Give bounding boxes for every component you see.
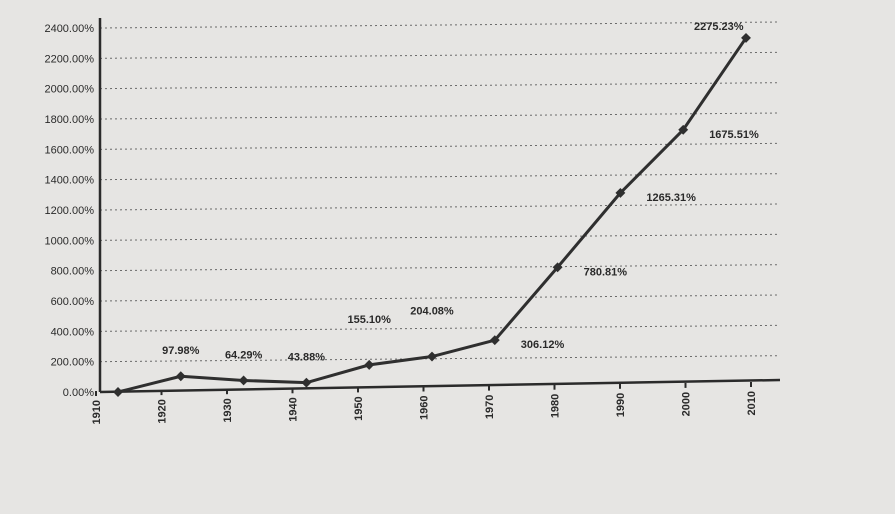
data-label: 64.29% [225, 349, 263, 361]
data-label: 1265.31% [646, 192, 696, 204]
y-tick-label: 200.00% [51, 357, 95, 369]
gridline [99, 233, 781, 241]
gridline [99, 264, 781, 272]
y-tick-label: 0.00% [63, 387, 94, 399]
data-point [238, 375, 249, 386]
series [113, 32, 751, 397]
x-tick-label: 1960 [419, 396, 431, 420]
x-tick-label: 1980 [550, 394, 562, 418]
y-tick-label: 1600.00% [44, 144, 94, 156]
gridline [99, 51, 781, 59]
x-tick-label: 1920 [157, 399, 169, 423]
data-label: 204.08% [410, 306, 454, 318]
axes [98, 18, 781, 394]
y-tick-label: 1800.00% [44, 114, 94, 126]
data-point [678, 124, 689, 135]
data-label: 97.98% [162, 345, 200, 357]
data-point [552, 262, 563, 273]
gridline [99, 112, 781, 120]
y-tick-label: 1000.00% [44, 235, 94, 247]
data-point [113, 387, 123, 397]
y-tick-label: 2200.00% [44, 53, 94, 65]
x-tick-label: 1990 [615, 393, 627, 417]
data-point [615, 187, 626, 198]
gridline [99, 142, 781, 150]
y-tick-label: 1400.00% [44, 175, 94, 187]
y-tick-label: 400.00% [51, 326, 95, 338]
gridline [99, 294, 781, 302]
x-tick-label: 1970 [484, 395, 496, 419]
x-tick-label: 2010 [746, 391, 758, 415]
x-tick-label: 1950 [353, 396, 365, 420]
gridline [99, 173, 781, 181]
data-point [741, 32, 751, 43]
x-tick-label: 1940 [288, 397, 300, 421]
data-label: 155.10% [347, 314, 391, 326]
data-point [489, 335, 500, 346]
y-tick-label: 1200.00% [44, 205, 94, 217]
x-tick-label: 1930 [222, 398, 234, 422]
x-axis-line [99, 378, 781, 394]
gridline [99, 324, 781, 332]
gridline [99, 203, 781, 211]
data-labels: 97.98% 64.29% 43.88% 155.10% 204.08% 306.12% 7… [162, 21, 759, 364]
data-label: 780.81% [584, 266, 628, 278]
y-tick-label: 2400.00% [44, 23, 94, 35]
data-label: 2275.23% [694, 21, 744, 33]
gridline [99, 82, 781, 90]
data-point [364, 359, 375, 370]
gridline [99, 21, 781, 29]
series-line [117, 37, 748, 394]
data-label: 306.12% [521, 339, 565, 351]
x-tick-label: 2000 [681, 392, 693, 416]
x-axis-ticks: 1910 1920 1930 1940 1950 1960 1970 1980 1990 2000… [91, 382, 758, 424]
data-label: 43.88% [288, 352, 326, 364]
data-point [301, 377, 312, 388]
y-tick-label: 800.00% [51, 266, 95, 278]
x-tick-label: 1910 [91, 400, 103, 424]
y-tick-label: 600.00% [51, 296, 95, 308]
data-point [427, 351, 437, 362]
data-point [175, 371, 186, 382]
data-label: 1675.51% [709, 129, 759, 141]
gridline [99, 355, 781, 363]
y-axis-ticks: 0.00% 200.00% 400.00% 600.00% 800.00% 1000.00… [44, 23, 94, 399]
y-tick-label: 2000.00% [44, 84, 94, 96]
